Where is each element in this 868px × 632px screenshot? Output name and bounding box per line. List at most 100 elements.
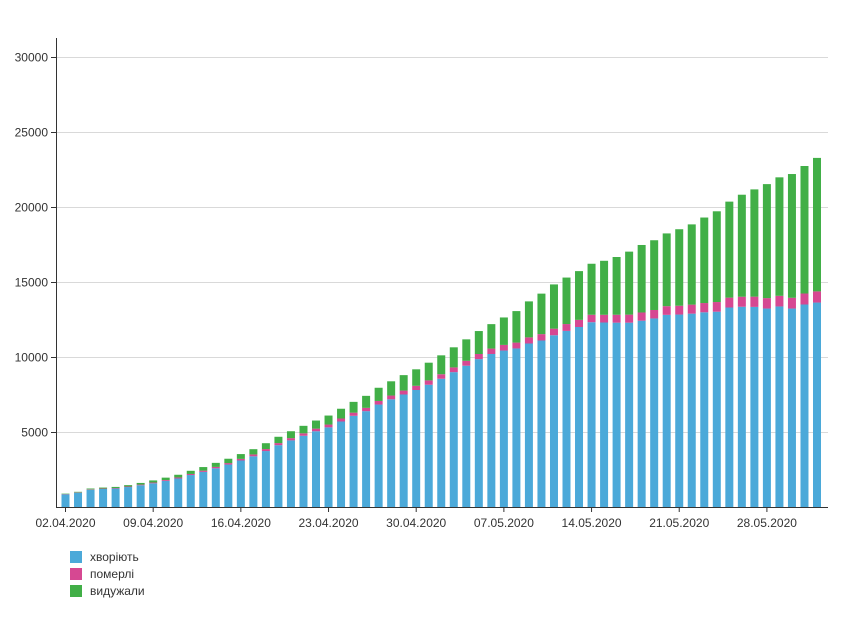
bar-segment-ill [675, 314, 684, 507]
y-axis: 5000 10000 15000 20000 25000 30000 [15, 38, 57, 507]
bar-segment-recovered [625, 251, 634, 315]
bar-segment-recovered [650, 240, 659, 310]
bar-segment-recovered [487, 324, 496, 349]
bar-segment-recovered [537, 293, 546, 335]
bar-segment-recovered [174, 474, 183, 478]
bar-segment-ill [700, 312, 709, 507]
bar-segment-recovered [211, 462, 220, 467]
bar-segment-recovered [524, 301, 533, 338]
bar-segment-recovered [337, 408, 346, 419]
bar-segment-recovered [813, 157, 821, 292]
bar-segment-ill [813, 302, 821, 507]
bar-segment-ill [261, 451, 270, 507]
y-tick-label: 30000 [15, 51, 49, 65]
bar-segment-recovered [762, 184, 771, 299]
legend-item-ill: хворіють [70, 548, 145, 565]
bar-segment-ill [249, 456, 258, 507]
bar-segment-ill [725, 307, 734, 507]
bar-segment-died [787, 297, 796, 309]
bar-segment-recovered [149, 480, 158, 483]
bar-segment-recovered [261, 443, 270, 450]
bar-segment-ill [286, 440, 295, 507]
bar-segment-ill [186, 475, 195, 507]
bar-segment-died [312, 428, 320, 432]
bar-segment-died [813, 291, 821, 303]
bar-segment-died [161, 480, 170, 481]
bar-segment-ill [99, 489, 108, 507]
bar-segment-recovered [387, 381, 396, 396]
bar-segment-ill [650, 318, 659, 507]
bar-segment-died [562, 324, 571, 331]
bar-segment-recovered [161, 477, 170, 481]
bar-segment-died [800, 293, 809, 305]
bar-segment-ill [299, 435, 308, 507]
bar-segment-ill [437, 378, 446, 507]
bar-segment-ill [562, 330, 571, 507]
bar-segment-recovered [224, 458, 233, 464]
bar-segment-died [111, 488, 120, 489]
bar-segment-ill [174, 478, 183, 507]
bar-segment-ill [387, 399, 396, 507]
bar-segment-died [449, 367, 458, 373]
bar-segment-died [387, 395, 396, 400]
bar-segment-ill [787, 308, 796, 507]
bar-segment-ill [499, 350, 508, 507]
bar-segment-died [362, 407, 371, 412]
bar-segment-ill [549, 335, 558, 507]
bar-segment-ill [211, 468, 220, 507]
bar-segment-recovered [512, 311, 521, 343]
bar-segment-recovered [612, 257, 621, 315]
bar-segment-died [712, 302, 721, 312]
bar-segment-died [499, 344, 508, 351]
bar-segment-recovered [74, 491, 83, 493]
bar-segment-died [675, 305, 684, 315]
bar-segment-ill [575, 327, 584, 507]
bar-segment-died [437, 374, 446, 379]
y-tick-label: 25000 [15, 126, 49, 140]
bar-segment-recovered [199, 467, 208, 471]
x-tick-label: 14.05.2020 [562, 516, 622, 530]
bar-segment-ill [349, 415, 358, 507]
bar-segment-recovered [299, 425, 308, 434]
bar-segment-ill [412, 390, 421, 507]
bar-segment-recovered [712, 211, 721, 303]
bar-segment-recovered [687, 224, 696, 305]
bar-segment-died [149, 482, 158, 484]
bars [61, 157, 821, 507]
bar-segment-recovered [349, 401, 358, 413]
bar-segment-recovered [374, 387, 383, 401]
bar-segment-recovered [111, 486, 120, 489]
bar-segment-died [261, 449, 270, 452]
bar-segment-recovered [575, 271, 584, 320]
legend-item-died: померлі [70, 565, 145, 582]
bar-segment-died [174, 477, 183, 479]
bar-segment-recovered [99, 487, 108, 489]
bar-segment-recovered [725, 201, 734, 298]
legend-swatch-died [70, 567, 82, 580]
bar-segment-died [537, 334, 546, 341]
bar-segment-died [349, 412, 358, 416]
legend-label-died: померлі [90, 566, 135, 581]
bar-segment-ill [512, 348, 521, 507]
bar-segment-ill [487, 354, 496, 507]
bar-segment-recovered [499, 317, 508, 345]
bar-segment-ill [136, 485, 145, 507]
bar-segment-recovered [312, 420, 320, 429]
bar-segment-ill [537, 340, 546, 507]
bar-segment-died [186, 473, 195, 476]
bar-segment-ill [86, 489, 95, 507]
bar-segment-recovered [136, 482, 145, 485]
bar-segment-died [337, 418, 346, 422]
bar-segment-recovered [474, 331, 483, 354]
bar-segment-recovered [775, 177, 784, 296]
legend-label-recovered: видужали [90, 583, 145, 598]
bar-segment-ill [612, 322, 621, 507]
bar-segment-died [399, 390, 408, 395]
bar-segment-recovered [600, 260, 609, 315]
bar-segment-died [512, 342, 521, 349]
bar-segment-ill [687, 313, 696, 507]
bar-segment-died [600, 314, 609, 323]
bar-segment-recovered [186, 470, 195, 474]
bar-segment-recovered [462, 339, 471, 361]
bar-segment-died [750, 296, 759, 307]
